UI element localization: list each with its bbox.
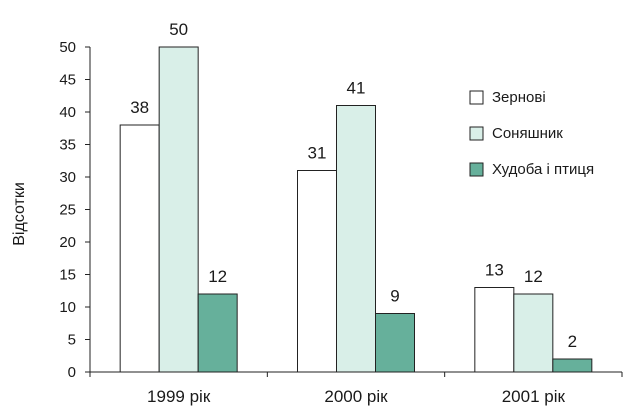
bar-соняшник-2000-рік (336, 105, 376, 373)
bar-худоба-і-птиця-1999-рік (197, 293, 238, 373)
legend-label: Зернові (492, 89, 546, 106)
data-label: 50 (169, 20, 188, 39)
legend-swatch (469, 162, 484, 177)
bar-соняшник-1999-рік (158, 46, 199, 373)
bar-зернові-2001-рік (474, 287, 515, 373)
bar-соняшник-2001-рік (513, 293, 554, 373)
y-tick-label: 30 (59, 169, 76, 186)
y-axis-title: Відсотки (11, 182, 28, 246)
x-tick-label: 2000 рік (324, 387, 388, 406)
y-tick-label: 35 (59, 137, 76, 154)
y-tick-label: 15 (59, 267, 76, 284)
data-label: 31 (308, 144, 327, 163)
x-tick-label: 2001 рік (502, 387, 566, 406)
y-tick-label: 20 (59, 234, 76, 251)
y-tick-label: 10 (59, 299, 76, 316)
legend-label: Худоба і птиця (492, 161, 594, 178)
data-label: 12 (208, 267, 227, 286)
y-tick-label: 25 (59, 202, 76, 219)
x-axis: 1999 рік 2000 рік 2001 рік (89, 371, 623, 406)
data-label: 9 (390, 287, 399, 306)
data-label: 38 (130, 98, 149, 117)
data-label: 2 (568, 332, 577, 351)
y-axis: 0 5 10 15 20 25 30 35 40 45 50 (59, 39, 91, 381)
y-tick-label: 5 (68, 332, 76, 349)
legend-label: Соняшник (492, 125, 563, 142)
data-label: 12 (524, 267, 543, 286)
x-tick-label: 1999 рік (147, 387, 211, 406)
y-tick-label: 45 (59, 72, 76, 89)
y-tick-label: 0 (68, 364, 76, 381)
legend-swatch (469, 126, 484, 141)
bar-худоба-і-птиця-2001-рік (552, 358, 593, 373)
legend-swatch (469, 90, 484, 105)
bar-худоба-і-птиця-2000-рік (375, 313, 415, 373)
legend: Зернові Соняшник Худоба і птиця (469, 89, 594, 178)
data-label: 41 (347, 79, 366, 98)
bars (119, 46, 593, 373)
bar-зернові-1999-рік (119, 124, 160, 373)
data-labels: 38 50 12 31 41 9 13 12 2 (130, 20, 577, 351)
y-tick-label: 40 (59, 104, 76, 121)
data-label: 13 (485, 261, 504, 280)
y-tick-label: 50 (59, 39, 76, 56)
bar-зернові-2000-рік (297, 170, 337, 373)
